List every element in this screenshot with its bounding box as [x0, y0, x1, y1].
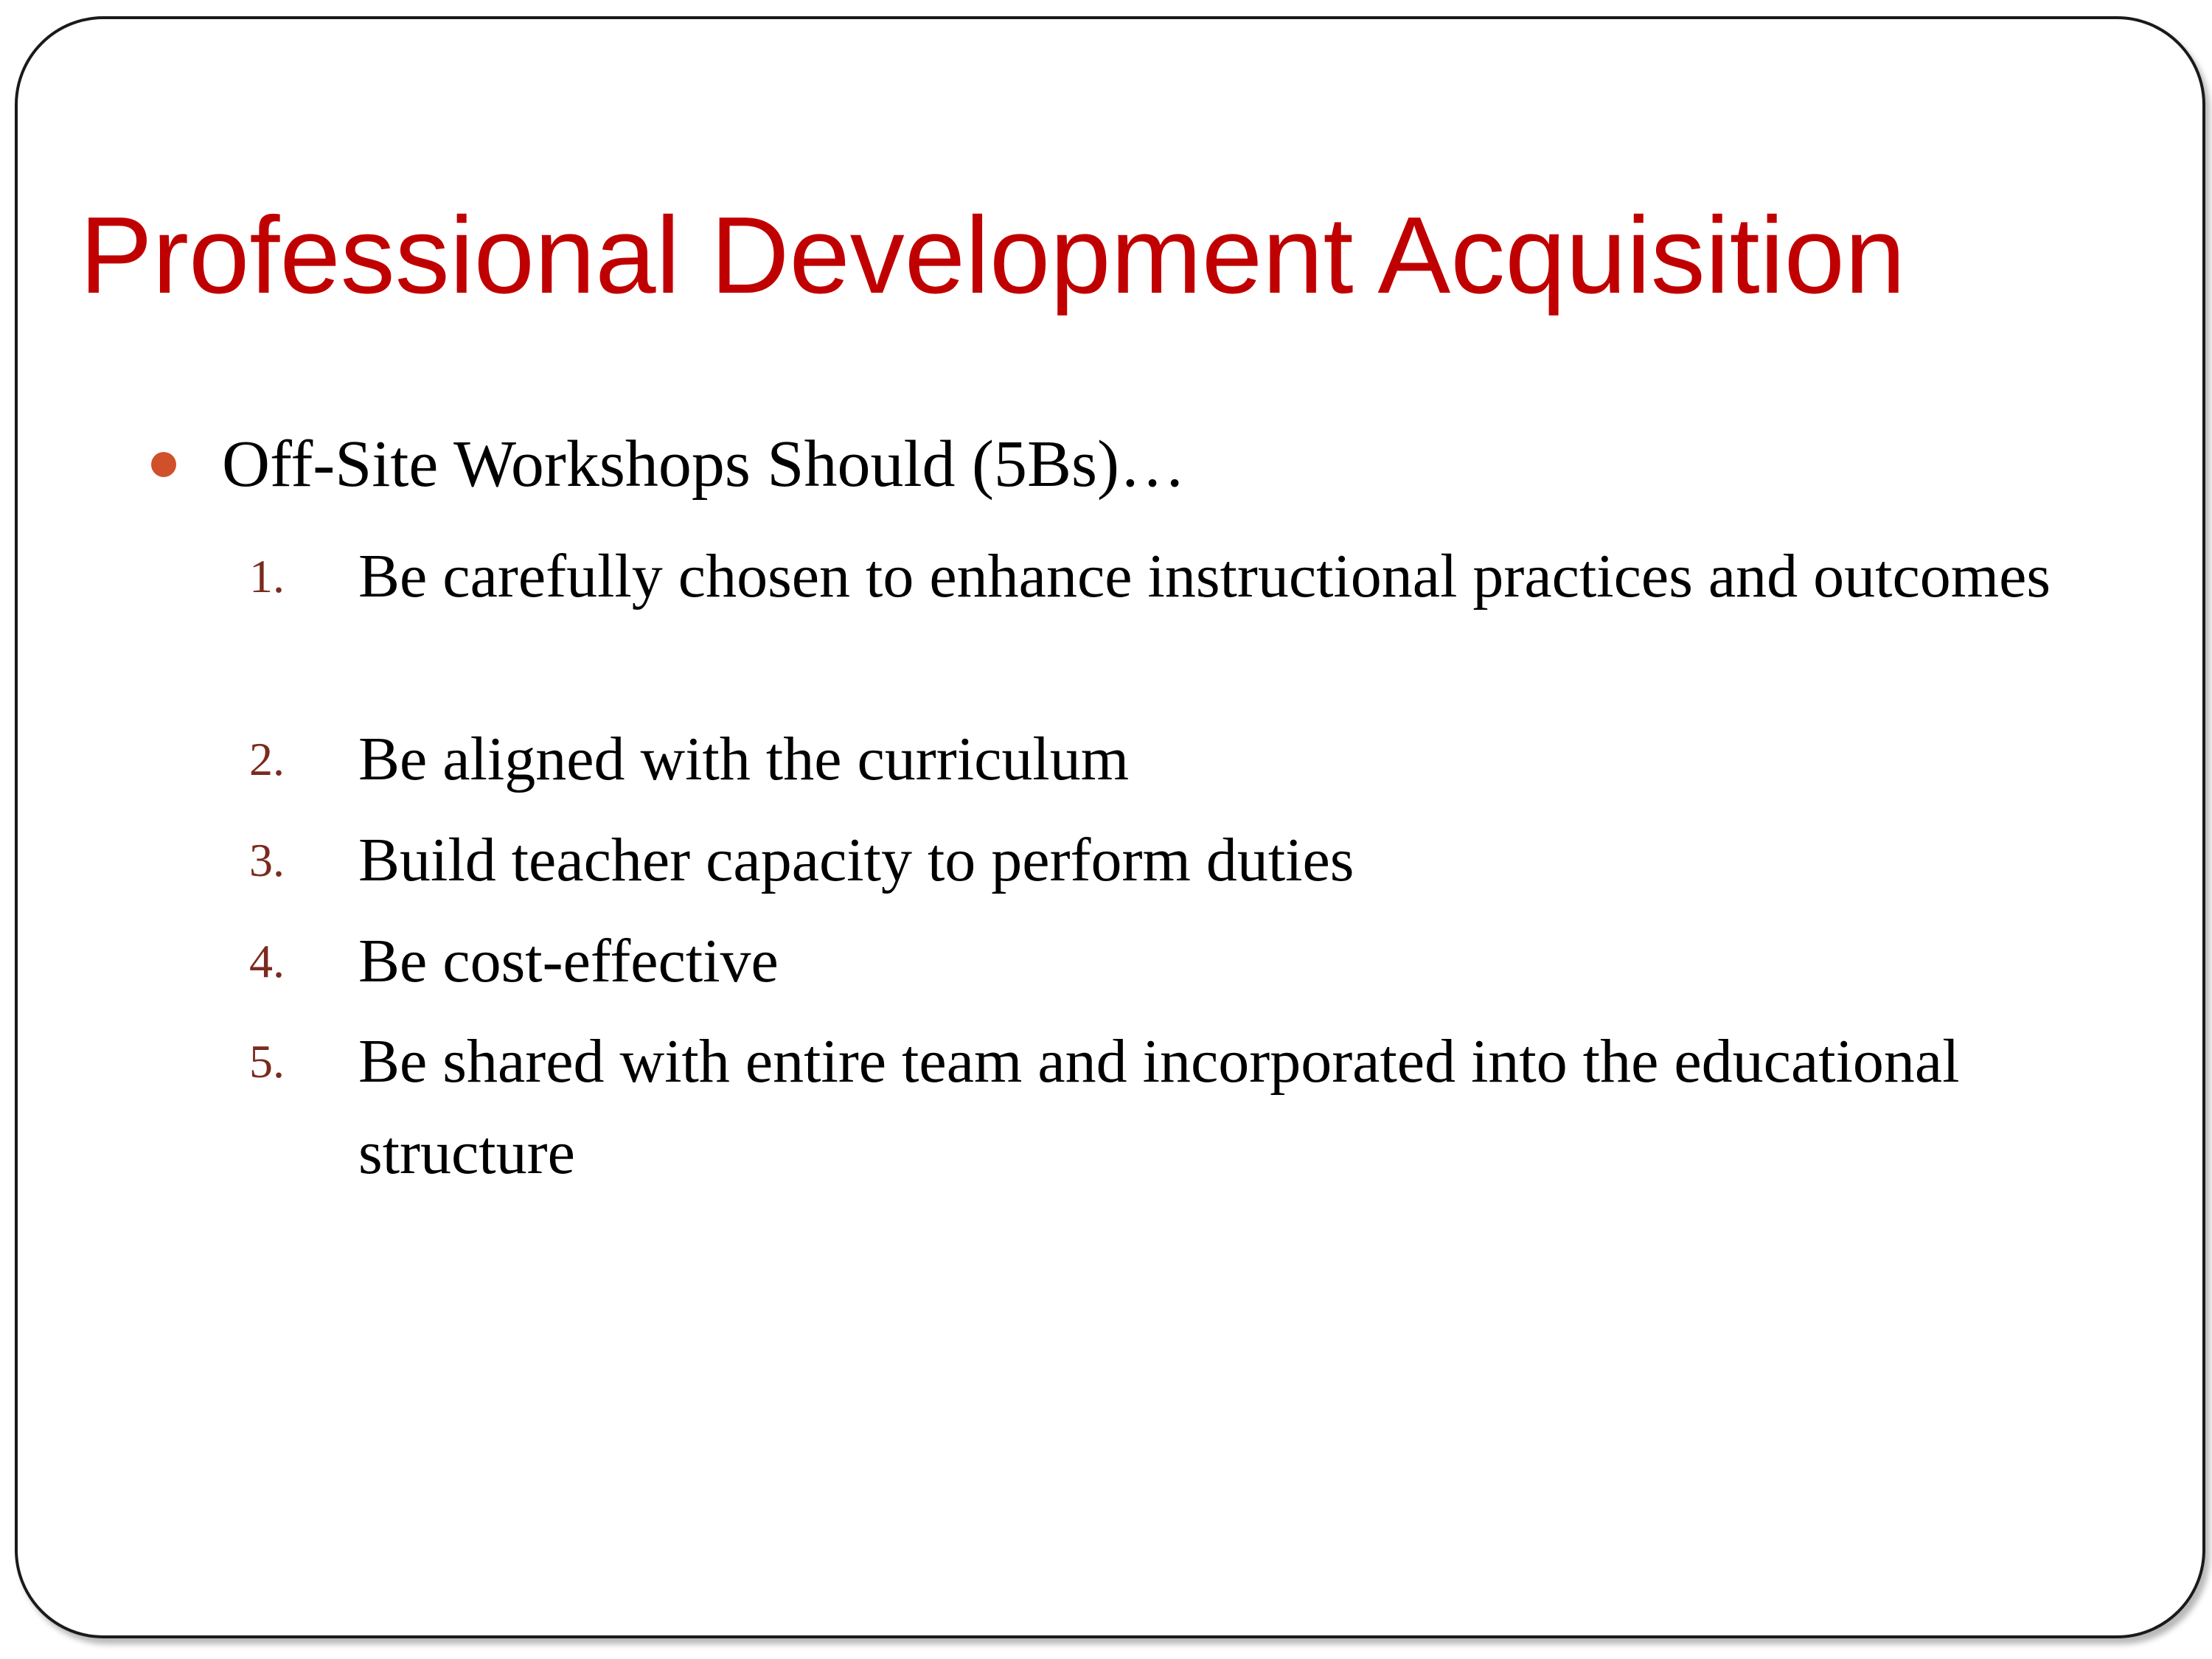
- list-item-text: Be aligned with the curriculum: [358, 725, 1130, 793]
- list-item-number: 3.: [249, 834, 285, 886]
- slide-frame: [15, 16, 2205, 1638]
- slide-title: Professional Development Acquisition: [80, 195, 1906, 316]
- list-item-text: Be cost-effective: [358, 927, 779, 995]
- list-item-number: 1.: [249, 550, 285, 602]
- bullet-item: Off-Site Workshops Should (5Bs)…: [151, 420, 1186, 509]
- list-item-text: Be shared with entire team and incorpora…: [358, 1027, 1960, 1187]
- list-item-number: 5.: [249, 1035, 285, 1088]
- list-item-text: Be carefully chosen to enhance instructi…: [358, 542, 2051, 611]
- bullet-dot-icon: [151, 452, 176, 477]
- bullet-text: Off-Site Workshops Should (5Bs)…: [222, 428, 1186, 501]
- list-item-text: Build teacher capacity to perform duties: [358, 826, 1354, 894]
- list-item-number: 2.: [249, 733, 285, 785]
- list-item-number: 4.: [249, 935, 285, 987]
